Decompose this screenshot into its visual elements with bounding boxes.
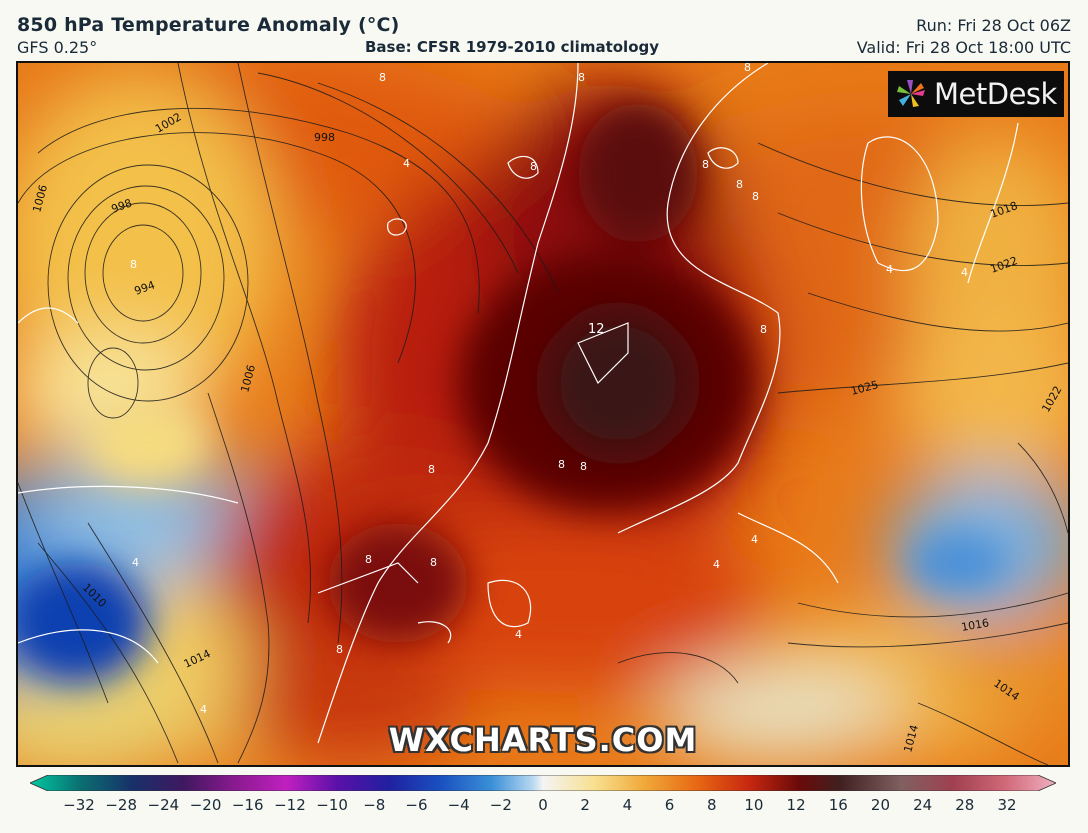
colorbar-tick: 6 bbox=[664, 796, 675, 814]
colorbar-tick: −10 bbox=[316, 796, 348, 814]
colorbar-tick: 12 bbox=[786, 796, 806, 814]
anomaly-label: 8 bbox=[578, 71, 585, 84]
anomaly-label: 4 bbox=[713, 558, 720, 571]
anomaly-label: 4 bbox=[751, 533, 758, 546]
anomaly-label: 8 bbox=[336, 643, 343, 656]
colorbar-tick: 28 bbox=[955, 796, 975, 814]
anomaly-label: 8 bbox=[702, 158, 709, 171]
logo-text: MetDesk bbox=[934, 77, 1057, 111]
anomaly-label-group: 8 8 8 8 8 8 8 8 4 4 4 12 8 8 8 8 8 8 4 4… bbox=[130, 63, 968, 716]
colorbar-tick: 10 bbox=[744, 796, 764, 814]
chart-title: 850 hPa Temperature Anomaly (°C) bbox=[17, 14, 400, 36]
model-label: GFS 0.25° bbox=[17, 38, 98, 57]
anomaly-label: 8 bbox=[736, 178, 743, 191]
metdesk-logo: MetDesk bbox=[888, 71, 1064, 117]
anomaly-label: 8 bbox=[530, 160, 537, 173]
anomaly-label: 8 bbox=[428, 463, 435, 476]
colorbar-tick: 32 bbox=[997, 796, 1017, 814]
colorbar-tick: −28 bbox=[105, 796, 137, 814]
colorbar-tick: −16 bbox=[231, 796, 264, 814]
map-panel: 1002 998 998 994 1006 1006 1010 1014 101… bbox=[16, 61, 1070, 767]
anomaly-label: 4 bbox=[961, 266, 968, 279]
colorbar-tick: 4 bbox=[622, 796, 633, 814]
colorbar-tick: −12 bbox=[274, 796, 306, 814]
anomaly-label: 4 bbox=[132, 556, 139, 569]
pinwheel-icon bbox=[897, 80, 925, 107]
colorbar-tick: 20 bbox=[870, 796, 890, 814]
colorbar-tick: −4 bbox=[447, 796, 470, 814]
colorbar-tick: 24 bbox=[913, 796, 933, 814]
anomaly-contours bbox=[18, 63, 1019, 744]
watermark: WXCHARTS.COM bbox=[388, 721, 698, 759]
anomaly-label: 8 bbox=[558, 458, 565, 471]
anomaly-label: 8 bbox=[580, 460, 587, 473]
anomaly-label: 8 bbox=[760, 323, 767, 336]
pressure-label: 1016 bbox=[960, 616, 990, 634]
valid-label: Valid: Fri 28 Oct 18:00 UTC bbox=[856, 38, 1071, 57]
colorbar-tick: 8 bbox=[706, 796, 717, 814]
colorbar-tick: 0 bbox=[538, 796, 548, 814]
colorbar-tick: −32 bbox=[63, 796, 95, 814]
colorbar-tick: −6 bbox=[405, 796, 428, 814]
colorbar-tick: −2 bbox=[489, 796, 512, 814]
colorbar-tick: 16 bbox=[828, 796, 848, 814]
anomaly-label: 4 bbox=[515, 628, 522, 641]
anomaly-label: 4 bbox=[200, 703, 207, 716]
anomaly-label: 12 bbox=[588, 322, 605, 337]
colorbar-tick: −24 bbox=[147, 796, 180, 814]
anomaly-field bbox=[18, 63, 1068, 765]
anomaly-label: 8 bbox=[744, 63, 751, 74]
anomaly-label: 8 bbox=[379, 71, 386, 84]
colorbar bbox=[30, 775, 1056, 791]
pressure-label: 998 bbox=[314, 131, 335, 144]
map-canvas: 1002 998 998 994 1006 1006 1010 1014 101… bbox=[18, 63, 1068, 765]
colorbar-ticks: −32 −28 −24 −20 −16 −12 −10 −8 −6 −4 −2 0 2 4 6 8 10 12 16… bbox=[0, 796, 1088, 818]
anomaly-label: 4 bbox=[403, 157, 410, 170]
anomaly-label: 4 bbox=[886, 263, 893, 276]
anomaly-label: 8 bbox=[365, 553, 372, 566]
anomaly-label: 8 bbox=[752, 190, 759, 203]
anomaly-label: 8 bbox=[130, 258, 137, 271]
run-label: Run: Fri 28 Oct 06Z bbox=[916, 16, 1071, 35]
colorbar-tick: −20 bbox=[189, 796, 222, 814]
anomaly-label: 8 bbox=[430, 556, 437, 569]
colorbar-tick: 2 bbox=[580, 796, 590, 814]
colorbar-tick: −8 bbox=[363, 796, 386, 814]
base-label: Base: CFSR 1979-2010 climatology bbox=[365, 38, 660, 56]
